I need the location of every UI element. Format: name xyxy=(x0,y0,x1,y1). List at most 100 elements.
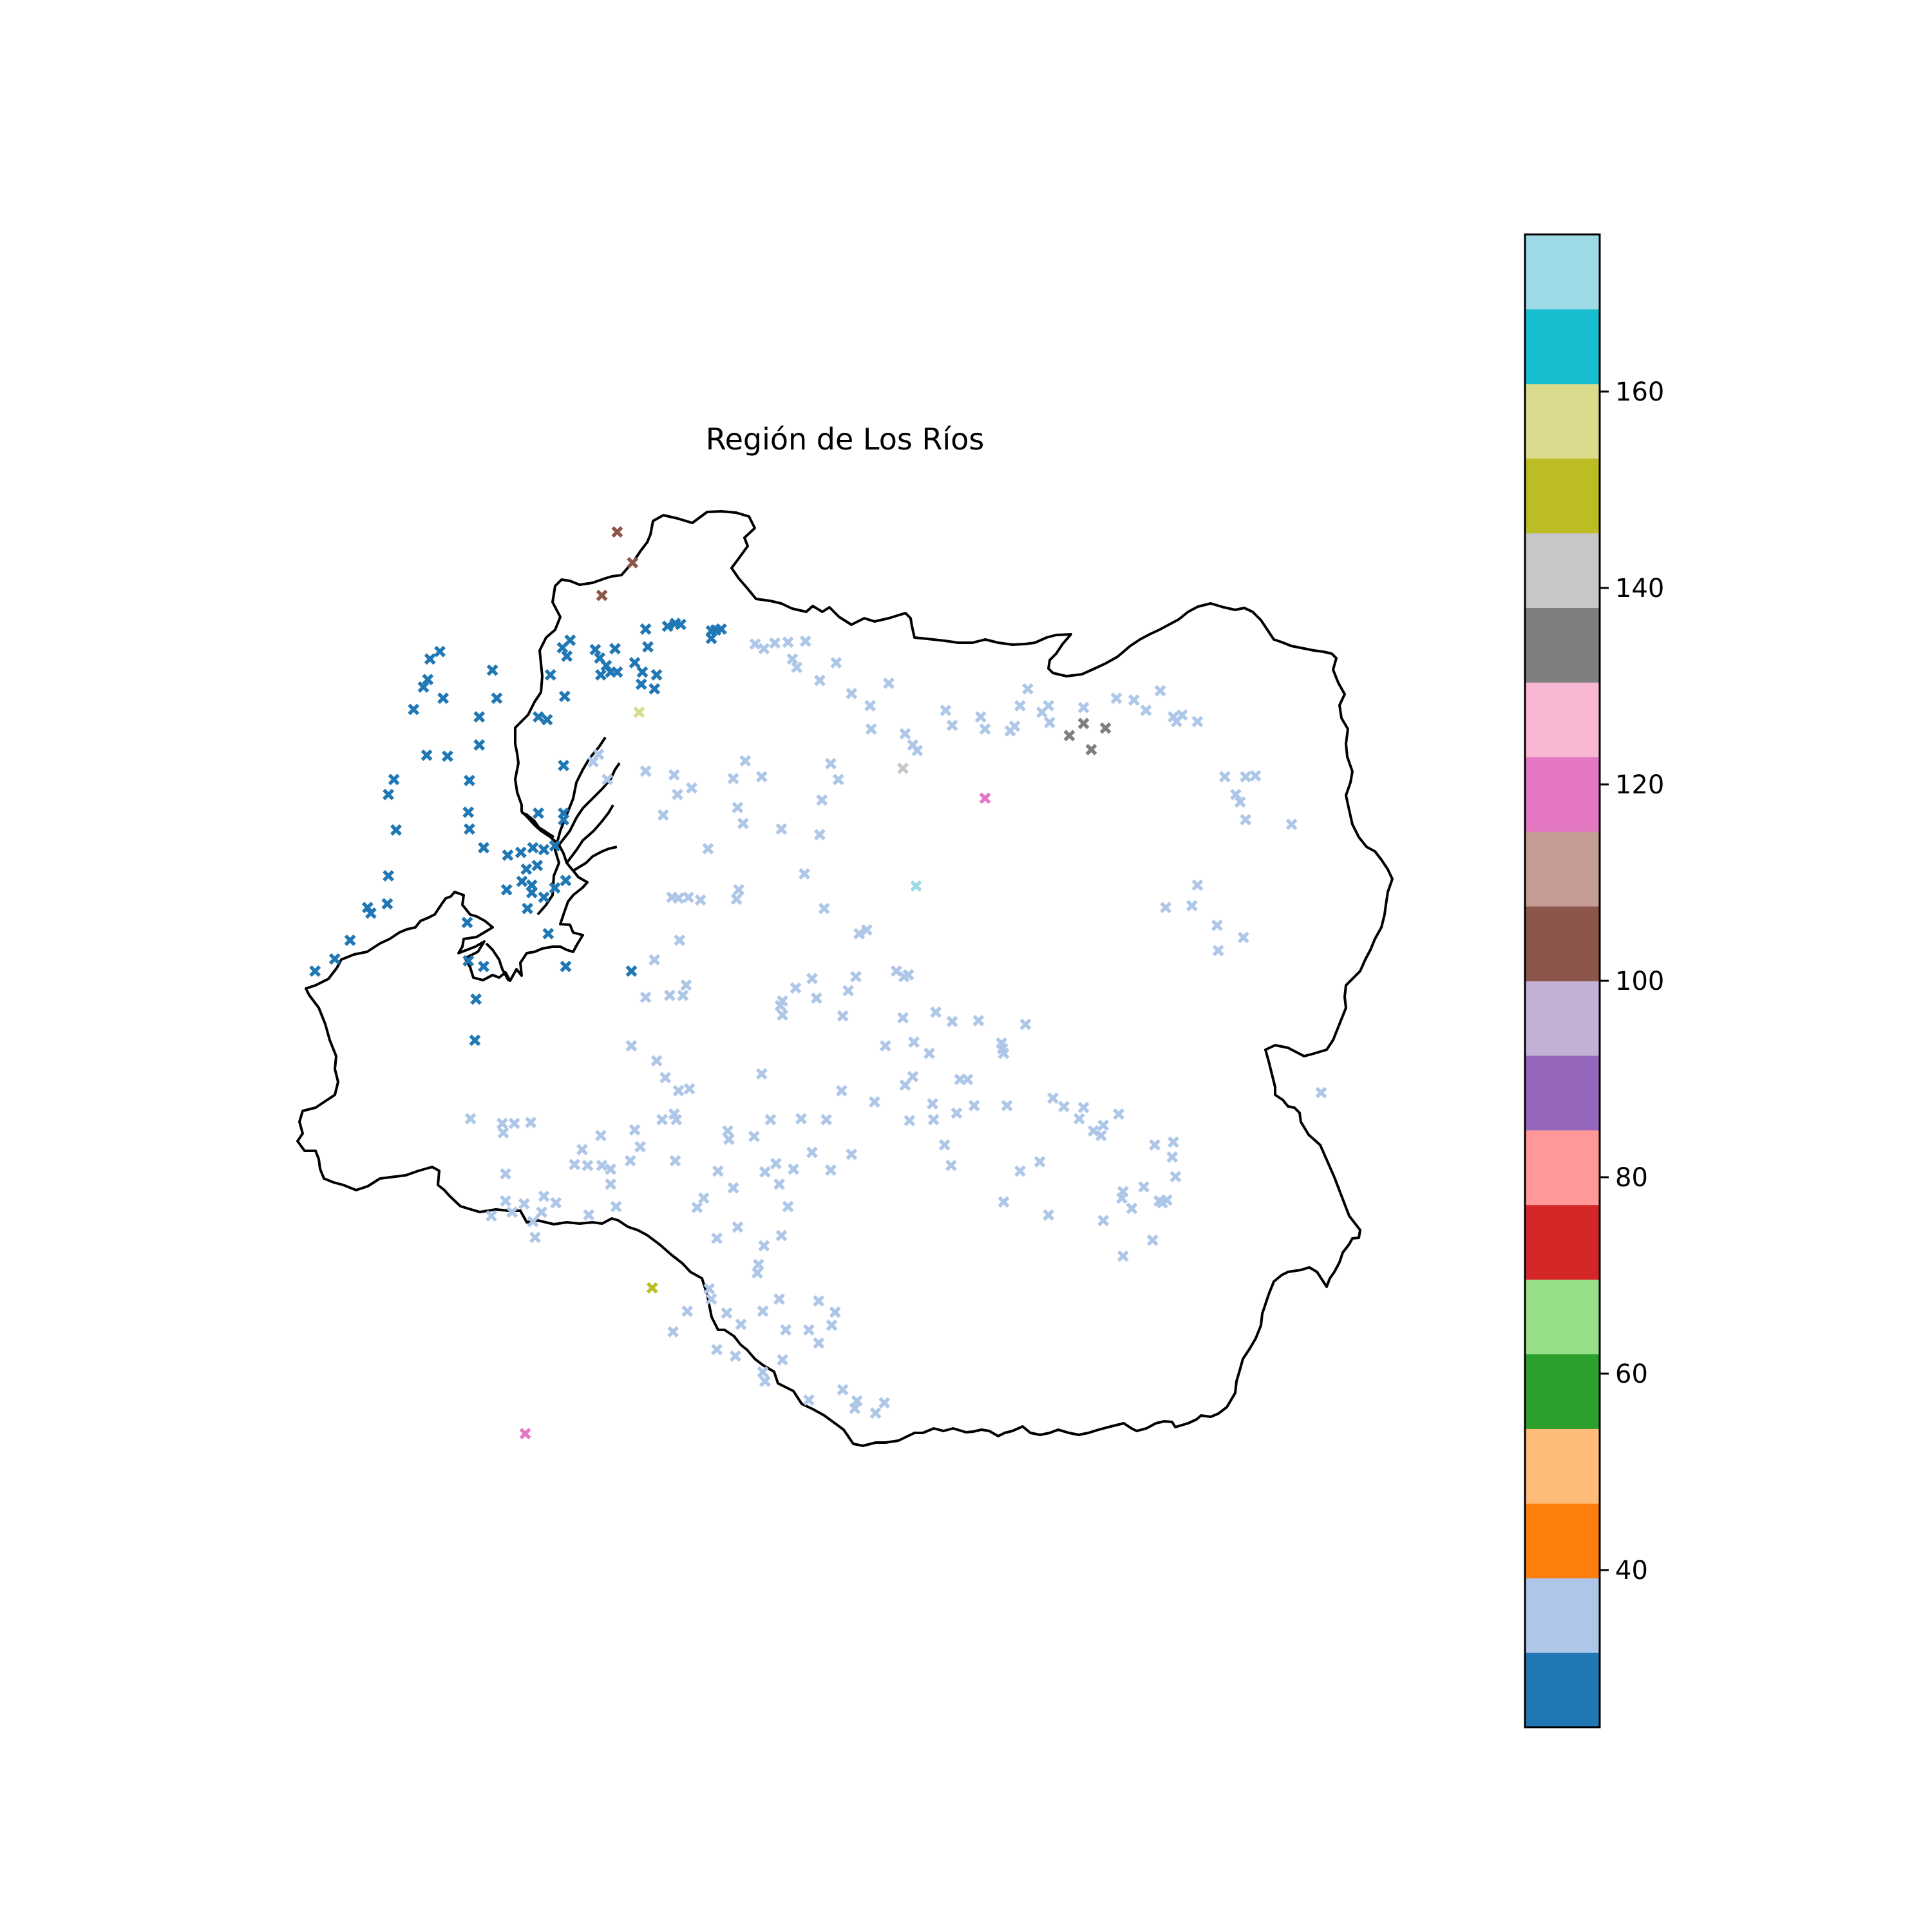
scatter-point-x-marker xyxy=(473,711,486,723)
scatter-point-x-marker xyxy=(596,589,608,601)
scatter-point-x-marker xyxy=(816,794,828,806)
scatter-point-x-marker xyxy=(672,892,685,904)
scatter-point-x-marker xyxy=(634,1141,647,1153)
scatter-point-x-marker xyxy=(671,788,683,800)
scatter-point-x-marker xyxy=(869,1407,882,1419)
scatter-point-x-marker xyxy=(818,902,830,914)
scatter-point-x-marker xyxy=(824,1164,837,1176)
scatter-point-x-marker xyxy=(945,1159,957,1171)
colorbar-segment xyxy=(1525,682,1600,757)
scatter-point-x-marker xyxy=(902,969,914,981)
scatter-point-x-marker xyxy=(383,869,395,882)
scatter-point-x-marker xyxy=(865,723,877,735)
scatter-point-x-marker xyxy=(1166,1151,1179,1163)
colorbar-segment xyxy=(1525,533,1600,608)
scatter-point-x-marker xyxy=(683,1083,696,1095)
scatter-point-x-marker xyxy=(722,1125,734,1137)
scatter-point-x-marker xyxy=(531,859,544,871)
scatter-point-x-marker xyxy=(605,1178,617,1190)
colorbar-segment xyxy=(1525,1055,1600,1131)
scatter-point-x-marker xyxy=(774,999,786,1012)
scatter-point-x-marker xyxy=(649,683,661,695)
scatter-point-x-marker xyxy=(940,705,952,717)
scatter-point-x-marker xyxy=(383,788,395,800)
colorbar-segment xyxy=(1525,1130,1600,1206)
scatter-point-x-marker xyxy=(1171,715,1183,728)
scatter-point-x-marker xyxy=(1149,1139,1161,1151)
scatter-point-x-marker xyxy=(739,755,752,767)
scatter-point-x-marker xyxy=(675,618,687,630)
scatter-point-x-marker xyxy=(846,687,858,699)
scatter-point-x-marker xyxy=(635,678,647,690)
scatter-point-x-marker xyxy=(500,1168,511,1180)
scatter-point-x-marker xyxy=(735,1318,747,1331)
scatter-point-x-marker xyxy=(533,711,544,723)
scatter-point-x-marker xyxy=(791,661,803,674)
scatter-point-x-marker xyxy=(1077,717,1090,730)
scatter-point-x-marker xyxy=(769,637,781,649)
scatter-point-x-marker xyxy=(639,765,652,777)
scatter-point-x-marker xyxy=(538,844,550,856)
scatter-point-x-marker xyxy=(587,755,599,768)
scatter-point-x-marker xyxy=(712,1165,724,1177)
scatter-point-x-marker xyxy=(542,927,554,940)
scatter-point-x-marker xyxy=(1126,1202,1138,1215)
scatter-point-x-marker xyxy=(520,863,533,875)
scatter-point-x-marker xyxy=(1097,1119,1110,1132)
colorbar-tick-label: 120 xyxy=(1615,770,1664,800)
scatter-point-x-marker xyxy=(639,623,652,635)
scatter-point-x-marker xyxy=(1014,699,1026,712)
scatter-point-x-marker xyxy=(550,1197,562,1209)
scatter-point-x-marker xyxy=(605,1163,617,1175)
scatter-point-x-marker xyxy=(533,807,544,819)
scatter-point-x-marker xyxy=(558,813,570,826)
scatter-point-x-marker xyxy=(625,1040,638,1052)
scatter-point-x-marker xyxy=(727,773,739,784)
scatter-point-x-marker xyxy=(806,972,818,985)
colorbar-segment xyxy=(1525,308,1600,384)
scatter-point-x-marker xyxy=(464,1113,477,1125)
scatter-point-x-marker xyxy=(786,653,799,665)
scatter-point-x-marker xyxy=(979,792,991,804)
scatter-point-x-marker xyxy=(462,806,475,819)
scatter-point-x-marker xyxy=(437,692,450,705)
scatter-point-x-marker xyxy=(908,1036,920,1048)
scatter-point-x-marker xyxy=(478,842,489,854)
scatter-point-x-marker xyxy=(727,1182,739,1194)
scatter-point-x-marker xyxy=(868,1096,880,1108)
colorbar-tick-label: 100 xyxy=(1615,967,1664,996)
scatter-point-x-marker xyxy=(525,1117,537,1128)
scatter-point-x-marker xyxy=(611,526,623,538)
scatter-point-x-marker xyxy=(883,677,895,689)
scatter-point-x-marker xyxy=(650,1055,663,1067)
scatter-point-x-marker xyxy=(656,1113,668,1126)
scatter-point-x-marker xyxy=(636,666,649,678)
scatter-point-x-marker xyxy=(625,965,638,977)
scatter-point-x-marker xyxy=(680,979,692,991)
scatter-point-x-marker xyxy=(681,1305,694,1318)
scatter-point-x-marker xyxy=(506,1206,518,1218)
scatter-point-x-marker xyxy=(759,1375,771,1387)
scatter-point-x-marker xyxy=(670,1113,683,1126)
scatter-point-x-marker xyxy=(1117,1250,1129,1262)
scatter-point-x-marker xyxy=(694,894,706,906)
scatter-point-x-marker xyxy=(764,1113,777,1126)
scatter-point-x-marker xyxy=(930,1006,942,1018)
scatter-point-x-marker xyxy=(668,769,680,781)
scatter-point-x-marker xyxy=(802,1324,815,1336)
scatter-point-x-marker xyxy=(556,641,569,654)
scatter-point-x-marker xyxy=(946,1016,958,1028)
scatter-point-x-marker xyxy=(549,840,561,852)
scatter-point-x-marker xyxy=(502,849,514,861)
scatter-point-x-marker xyxy=(998,1196,1010,1208)
scatter-point-x-marker xyxy=(527,842,539,854)
scatter-point-x-marker xyxy=(522,902,533,914)
scatter-point-x-marker xyxy=(441,750,453,762)
scatter-point-x-marker xyxy=(611,666,623,678)
scatter-point-x-marker xyxy=(361,902,374,914)
scatter-point-x-marker xyxy=(723,1133,735,1146)
scatter-point-x-marker xyxy=(627,556,639,569)
scatter-point-x-marker xyxy=(830,657,842,669)
scatter-point-x-marker xyxy=(1116,1192,1128,1204)
scatter-point-x-marker xyxy=(904,1115,916,1126)
